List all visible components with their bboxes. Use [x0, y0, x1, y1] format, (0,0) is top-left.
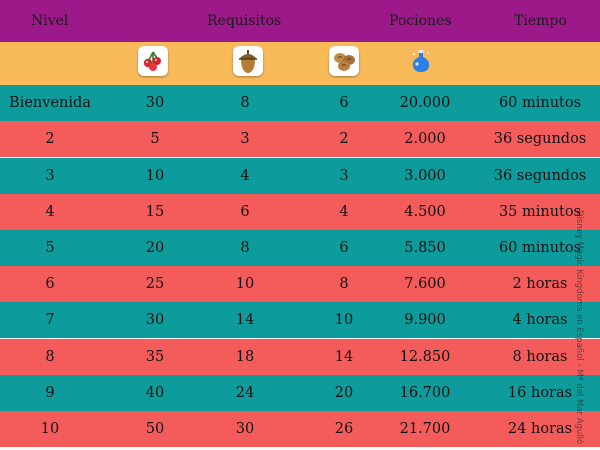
table-header: Nivel Requisitos Pociones Tiempo [0, 0, 600, 42]
cell-r1: 30 [145, 95, 165, 111]
cell-r1: 50 [145, 421, 165, 437]
table-row: 7 30 14 10 9.900 4 horas [0, 302, 600, 338]
nuts-icon [329, 46, 359, 76]
cell-potions: 21.700 [399, 421, 451, 437]
magic-potion-icon [406, 46, 436, 76]
cell-potions: 4.500 [404, 204, 446, 220]
table-row: Bienvenida 30 8 6 20.000 60 minutos [0, 85, 600, 121]
cell-time: 60 minutos [498, 95, 582, 111]
cell-time: 8 horas [512, 349, 568, 365]
table-row: 10 50 30 26 21.700 24 horas [0, 411, 600, 447]
cell-r3: 26 [334, 421, 354, 437]
cell-level: 8 [45, 349, 55, 365]
cell-r2: 14 [235, 312, 255, 328]
cell-r1: 20 [145, 240, 165, 256]
cell-r2: 8 [240, 95, 250, 111]
cell-time: 60 minutos [498, 240, 582, 256]
cell-time: 36 segundos [493, 131, 587, 147]
watermark: Disney Magic Kingdoms en Español - Mª de… [574, 210, 600, 444]
cell-r2: 10 [235, 276, 255, 292]
cell-potions: 3.000 [404, 168, 446, 184]
cell-r2: 24 [235, 385, 255, 401]
cell-level: 6 [45, 276, 55, 292]
cell-level: 10 [40, 421, 60, 437]
cell-r3: 3 [339, 168, 349, 184]
cell-time: 24 horas [507, 421, 573, 437]
cell-time: 36 segundos [493, 168, 587, 184]
cell-potions: 9.900 [404, 312, 446, 328]
cell-potions: 20.000 [399, 95, 451, 111]
table-row: 4 15 6 4 4.500 35 minutos [0, 194, 600, 230]
cell-r3: 8 [339, 276, 349, 292]
cell-level: 3 [45, 168, 55, 184]
table-row: 3 10 4 3 3.000 36 segundos [0, 158, 600, 194]
cell-r1: 5 [150, 131, 160, 147]
icon-row [0, 42, 600, 85]
table-row: 6 25 10 8 7.600 2 horas [0, 266, 600, 302]
header-requirements: Requisitos [207, 13, 282, 29]
cell-r1: 25 [145, 276, 165, 292]
cell-r1: 15 [145, 204, 165, 220]
cell-level: 5 [45, 240, 55, 256]
cell-level: 7 [45, 312, 55, 328]
cell-r2: 4 [240, 168, 250, 184]
cell-time: 16 horas [507, 385, 573, 401]
table-row: 5 20 8 6 5.850 60 minutos [0, 230, 600, 266]
cell-level: Bienvenida [9, 95, 91, 111]
cell-time: 4 horas [512, 312, 568, 328]
cell-level: 2 [45, 131, 55, 147]
cell-potions: 5.850 [404, 240, 446, 256]
header-level: Nivel [31, 13, 69, 29]
cell-r2: 3 [240, 131, 250, 147]
cell-time: 35 minutos [498, 204, 582, 220]
cell-level: 9 [45, 385, 55, 401]
cell-potions: 7.600 [404, 276, 446, 292]
cell-potions: 12.850 [399, 349, 451, 365]
berries-icon [138, 46, 168, 76]
cell-r1: 10 [145, 168, 165, 184]
cell-r2: 8 [240, 240, 250, 256]
cell-r1: 30 [145, 312, 165, 328]
header-time: Tiempo [514, 13, 567, 29]
watermark-text: Disney Magic Kingdoms en Español - Mª de… [574, 210, 584, 445]
header-potions: Pociones [389, 13, 452, 29]
cell-r2: 18 [235, 349, 255, 365]
table-row: 8 35 18 14 12.850 8 horas [0, 339, 600, 375]
cell-r1: 40 [145, 385, 165, 401]
cell-r2: 30 [235, 421, 255, 437]
cell-level: 4 [45, 204, 55, 220]
table-row: 9 40 24 20 16.700 16 horas [0, 375, 600, 411]
cell-r3: 14 [334, 349, 354, 365]
table-row: 2 5 3 2 2.000 36 segundos [0, 121, 600, 157]
cell-r3: 4 [339, 204, 349, 220]
cell-r1: 35 [145, 349, 165, 365]
cell-potions: 2.000 [404, 131, 446, 147]
cell-time: 2 horas [512, 276, 568, 292]
cell-r3: 2 [339, 131, 349, 147]
cell-r3: 20 [334, 385, 354, 401]
cell-potions: 16.700 [399, 385, 451, 401]
acorn-icon [233, 46, 263, 76]
cell-r3: 10 [334, 312, 354, 328]
cell-r3: 6 [339, 240, 349, 256]
cell-r3: 6 [339, 95, 349, 111]
cell-r2: 6 [240, 204, 250, 220]
